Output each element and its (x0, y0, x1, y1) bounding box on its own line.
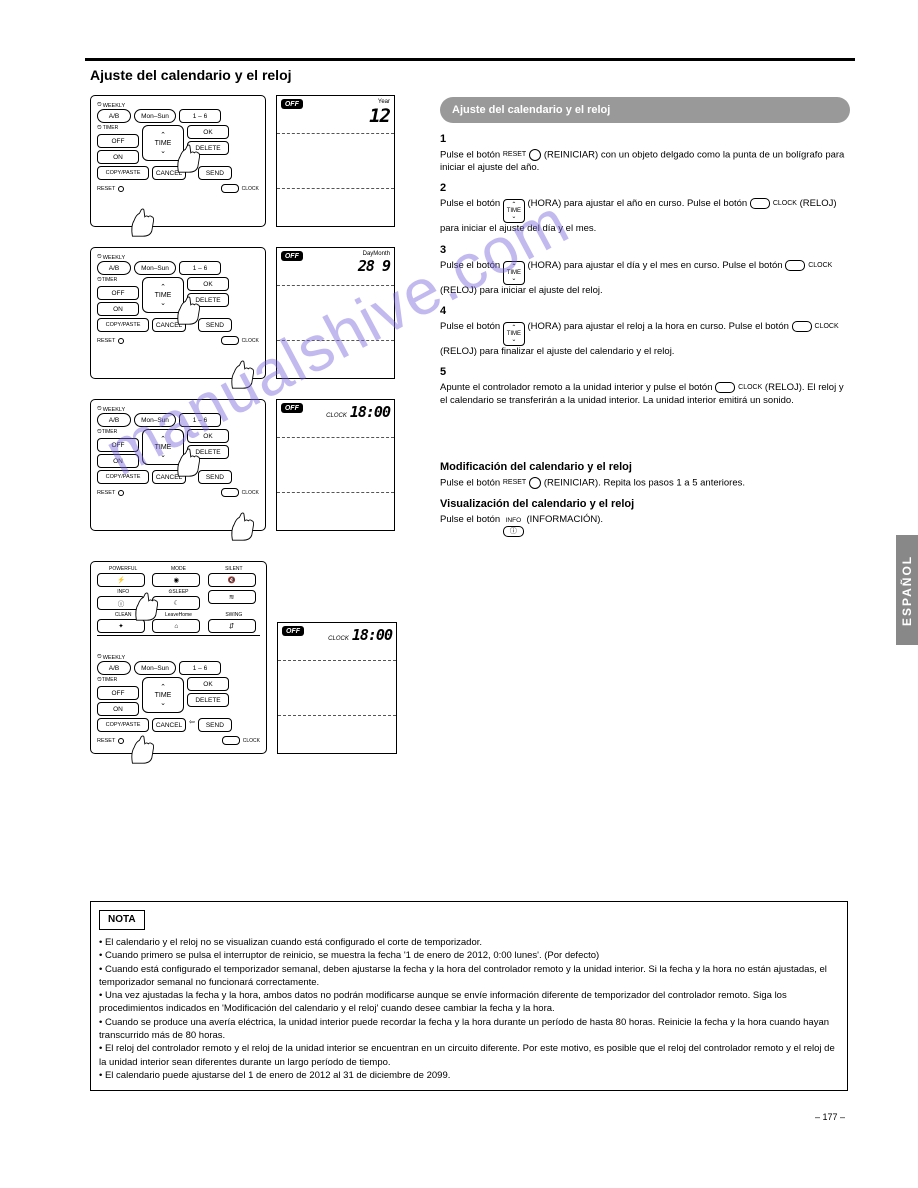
remote-panel-1: ⏲WEEKLY A/B Mon–Sun 1 – 6 ⏲TIMER OFF ON (90, 95, 266, 227)
step-3-body: Pulse el botón ⌃TIME⌄ (HORA) para ajusta… (440, 260, 850, 297)
lcd-daymonth: OFF DayMonth 28 9 (276, 247, 395, 379)
left-column: ⏲WEEKLY A/B Mon–Sun 1 – 6 ⏲TIMER OFF ON (90, 95, 395, 774)
view-body: Pulse el botón INFO ⓘ (INFORMACIÓN). (440, 514, 850, 538)
step-4-title: 4 (440, 305, 850, 317)
page-title: Ajuste del calendario y el reloj (90, 67, 855, 83)
lcd-clock-2: OFF CLOCK 18:00 (277, 622, 397, 754)
note-line: • Cuando se produce una avería eléctrica… (99, 1016, 839, 1043)
modify-title: Modificación del calendario y el reloj (440, 461, 850, 473)
note-line: • El reloj del controlador remoto y el r… (99, 1042, 839, 1069)
remote-panel-3: ⏲WEEKLY A/B Mon–Sun 1 – 6 ⏲TIMER OFF ON … (90, 399, 266, 531)
finger-press-reset (125, 208, 161, 238)
lcd-year: OFF Year 12 (276, 95, 395, 227)
right-column: Ajuste del calendario y el reloj 1 Pulse… (440, 97, 850, 543)
copypaste-button[interactable]: COPY/PASTE (97, 166, 149, 180)
note-line: • Una vez ajustadas la fecha y la hora, … (99, 989, 839, 1016)
send-button-active[interactable]: SEND (198, 718, 232, 732)
off-indicator: OFF (281, 99, 303, 109)
view-title: Visualización del calendario y el reloj (440, 498, 850, 510)
off-button[interactable]: OFF (97, 134, 139, 148)
note-line: • El calendario puede ajustarse del 1 de… (99, 1069, 839, 1082)
step-2-title: 2 (440, 182, 850, 194)
reset-hole[interactable] (118, 186, 124, 192)
note-box: NOTA • El calendario y el reloj no se vi… (90, 901, 848, 1091)
remote-panel-4-top: POWERFUL⚡ MODE◉ SILENT🔇 INFOⓘ ⏲SLEEP☾ ≋ … (90, 561, 267, 648)
note-line: • El calendario y el reloj no se visuali… (99, 936, 839, 949)
step-1-body: Pulse el botón RESET (REINICIAR) con un … (440, 149, 850, 174)
step-5-title: 5 (440, 366, 850, 378)
finger-press-clock (225, 360, 261, 390)
cancel-button[interactable]: CANCEL (152, 166, 186, 180)
reset-icon (529, 149, 541, 161)
step-2-body: Pulse el botón ⌃TIME⌄ (HORA) para ajusta… (440, 198, 850, 235)
time-icon: ⌃TIME⌄ (503, 199, 525, 223)
ok-button[interactable]: OK (187, 125, 229, 139)
info-icon: INFO ⓘ (503, 517, 524, 538)
remote-panel-4-bottom: ⏲WEEKLY A/B Mon–Sun 1 – 6 ⏲TIMER OFF ON (90, 648, 267, 754)
clock-button[interactable] (221, 184, 239, 193)
clock-pill-icon (750, 198, 770, 209)
section-bar: Ajuste del calendario y el reloj (440, 97, 850, 123)
step-4-body: Pulse el botón ⌃TIME⌄ (HORA) para ajusta… (440, 321, 850, 358)
modify-body: Pulse el botón RESET (REINICIAR). Repita… (440, 477, 850, 490)
on-button[interactable]: ON (97, 150, 139, 164)
note-line: • Cuando primero se pulsa el interruptor… (99, 949, 839, 962)
lcd-clock-1: OFF CLOCK 18:00 (276, 399, 395, 531)
ab-button[interactable]: A/B (97, 109, 131, 123)
mon-sun-button[interactable]: Mon–Sun (134, 109, 176, 123)
step-3-title: 3 (440, 244, 850, 256)
send-button[interactable]: SEND (198, 166, 232, 180)
note-line: • Cuando está configurado el temporizado… (99, 963, 839, 990)
language-tab: ESPAÑOL (896, 535, 918, 645)
step-5-body: Apunte el controlador remoto a la unidad… (440, 382, 850, 407)
time-button[interactable]: ⌃ TIME ⌄ (142, 125, 184, 161)
delete-button[interactable]: DELETE (187, 141, 229, 155)
step-1-title: 1 (440, 133, 850, 145)
remote-panel-2: ⏲WEEKLY A/B Mon–Sun 1 – 6 ⏲TIMER OFF ON … (90, 247, 266, 379)
one-six-button[interactable]: 1 – 6 (179, 109, 221, 123)
note-label: NOTA (99, 910, 145, 930)
page-number: – 177 – (815, 1112, 845, 1122)
